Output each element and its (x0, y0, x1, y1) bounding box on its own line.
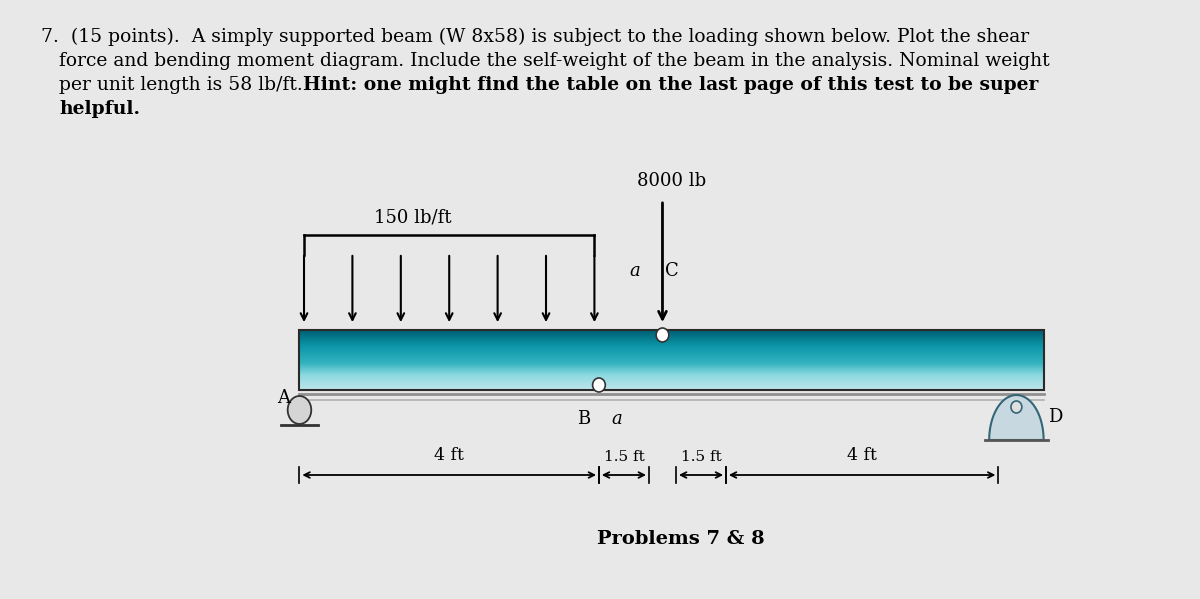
Circle shape (1010, 401, 1022, 413)
Text: A: A (277, 389, 290, 407)
Polygon shape (989, 395, 1044, 440)
Text: Hint: one might find the table on the last page of this test to be super: Hint: one might find the table on the la… (304, 76, 1038, 94)
Text: B: B (577, 410, 590, 428)
Text: per unit length is 58 lb/ft.: per unit length is 58 lb/ft. (59, 76, 308, 94)
Text: force and bending moment diagram. Include the self-weight of the beam in the ana: force and bending moment diagram. Includ… (59, 52, 1050, 70)
Text: a: a (612, 410, 623, 428)
Text: 150 lb/ft: 150 lb/ft (374, 209, 451, 227)
Text: C: C (665, 262, 678, 280)
Text: helpful.: helpful. (59, 100, 140, 118)
Text: 4 ft: 4 ft (434, 447, 464, 464)
Bar (300, 330, 1044, 390)
Circle shape (593, 378, 605, 392)
Text: a: a (630, 262, 641, 280)
Text: D: D (1048, 409, 1062, 426)
Text: 7.  (15 points).  A simply supported beam (W 8x58) is subject to the loading sho: 7. (15 points). A simply supported beam … (41, 28, 1028, 46)
Text: Problems 7 & 8: Problems 7 & 8 (596, 530, 764, 548)
Text: 8000 lb: 8000 lb (637, 172, 706, 190)
Text: 1.5 ft: 1.5 ft (680, 450, 721, 464)
Circle shape (656, 328, 668, 342)
Ellipse shape (288, 396, 311, 424)
Text: 1.5 ft: 1.5 ft (604, 450, 644, 464)
Text: 4 ft: 4 ft (847, 447, 877, 464)
